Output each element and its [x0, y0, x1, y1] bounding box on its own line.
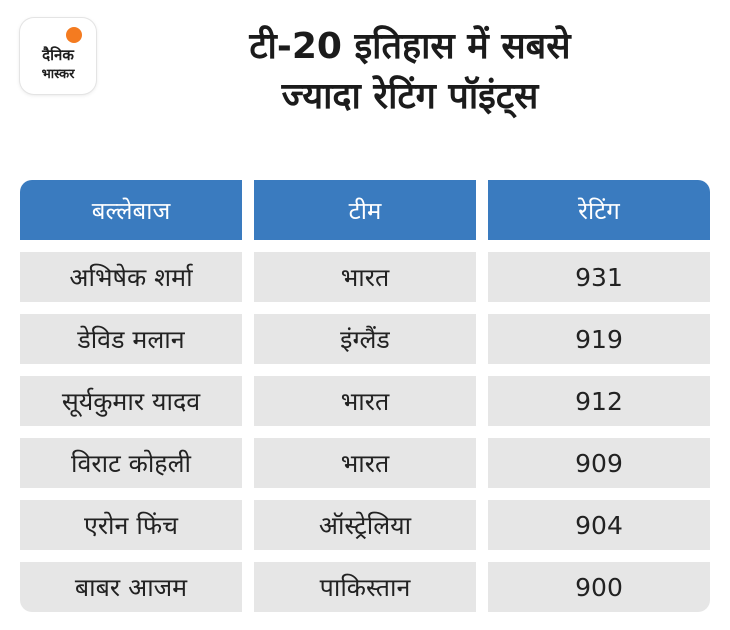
page-title: टी-20 इतिहास में सबसे ज्यादा रेटिंग पॉइं… [110, 22, 710, 122]
sun-icon [66, 27, 82, 43]
cell-rating: 931 [488, 252, 710, 302]
cell-team: भारत [254, 252, 476, 302]
cell-team: भारत [254, 438, 476, 488]
cell-batsman: डेविड मलान [20, 314, 242, 364]
table-row: एरोन फिंच ऑस्ट्रेलिया 904 [20, 500, 710, 550]
table-row: डेविड मलान इंग्लैंड 919 [20, 314, 710, 364]
cell-batsman: बाबर आजम [20, 562, 242, 612]
table-row: विराट कोहली भारत 909 [20, 438, 710, 488]
cell-rating: 912 [488, 376, 710, 426]
cell-batsman: सूर्यकुमार यादव [20, 376, 242, 426]
title-line1: टी-20 इतिहास में सबसे [249, 26, 571, 67]
header-batsman: बल्लेबाज [20, 180, 242, 240]
cell-rating: 919 [488, 314, 710, 364]
dainik-bhaskar-logo: दैनिक भास्कर [20, 18, 96, 94]
cell-team: भारत [254, 376, 476, 426]
cell-batsman: एरोन फिंच [20, 500, 242, 550]
cell-rating: 904 [488, 500, 710, 550]
table-header-row: बल्लेबाज टीम रेटिंग [20, 180, 710, 240]
cell-rating: 900 [488, 562, 710, 612]
header-team: टीम [254, 180, 476, 240]
cell-team: इंग्लैंड [254, 314, 476, 364]
cell-team: ऑस्ट्रेलिया [254, 500, 476, 550]
logo-text-line2: भास्कर [41, 67, 75, 82]
table-row: बाबर आजम पाकिस्तान 900 [20, 562, 710, 612]
cell-rating: 909 [488, 438, 710, 488]
cell-batsman: अभिषेक शर्मा [20, 252, 242, 302]
title-line2: ज्यादा रेटिंग पॉइंट्स [281, 76, 539, 117]
header-rating: रेटिंग [488, 180, 710, 240]
table-row: सूर्यकुमार यादव भारत 912 [20, 376, 710, 426]
cell-batsman: विराट कोहली [20, 438, 242, 488]
logo-text-line1: दैनिक [42, 46, 74, 64]
table-row: अभिषेक शर्मा भारत 931 [20, 252, 710, 302]
cell-team: पाकिस्तान [254, 562, 476, 612]
rating-table: बल्लेबाज टीम रेटिंग अभिषेक शर्मा भारत 93… [20, 180, 710, 624]
